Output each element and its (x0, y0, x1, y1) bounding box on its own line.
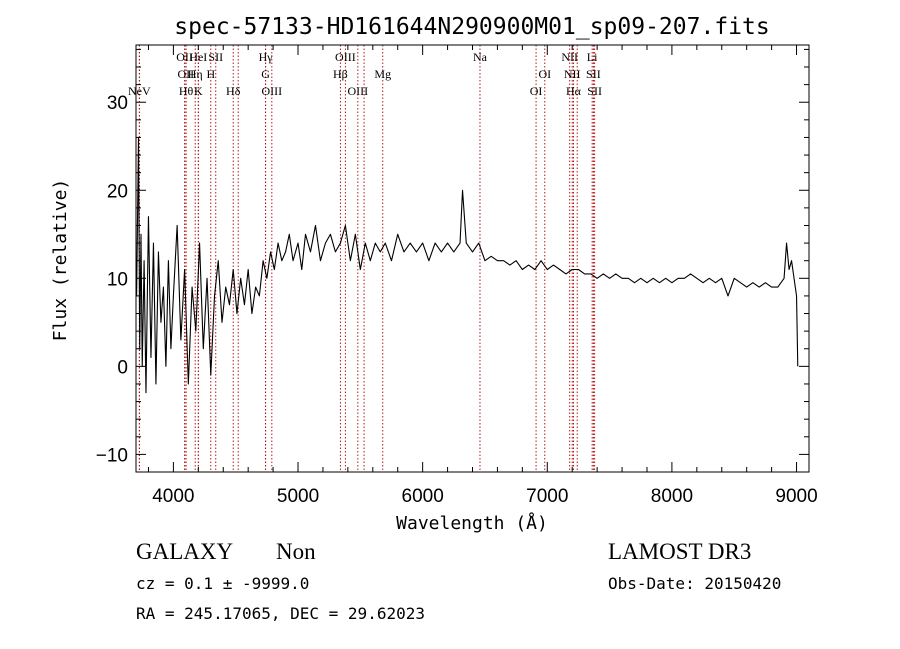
object-class: GALAXY (136, 539, 233, 564)
y-tick-label-1: 0 (117, 357, 128, 378)
redshift-cz: cz = 0.1 ± -9999.0 (136, 574, 309, 593)
line-label-9: SII (208, 50, 223, 64)
x-tick-label-4: 8000 (651, 486, 693, 507)
plot-frame (135, 44, 810, 473)
x-axis-ticks: 4000 5000 6000 7000 8000 9000 (147, 45, 818, 507)
line-label-17: OIII (348, 84, 369, 98)
line-label-12: Hγ (259, 50, 274, 64)
spectral-line-markers (138, 45, 596, 472)
line-label-28: SII (586, 67, 601, 81)
line-label-14: OIII (262, 84, 283, 98)
y-tick-label-2: 10 (107, 269, 128, 290)
spectrum-line-0 (136, 136, 799, 394)
line-label-21: OI (530, 84, 543, 98)
line-label-6: HeI (189, 50, 207, 64)
line-label-22: OI (538, 67, 551, 81)
observation-date: Obs-Date: 20150420 (608, 574, 781, 593)
line-label-3: OII (178, 67, 195, 81)
line-label-27: Li (587, 50, 598, 64)
x-tick-label-1: 5000 (277, 486, 319, 507)
line-label-4: Hθ (179, 84, 194, 98)
y-tick-label-0: −10 (96, 445, 128, 466)
object-subclass: Non (276, 539, 316, 564)
y-tick-label-4: 30 (107, 93, 128, 114)
x-tick-label-2: 6000 (402, 486, 444, 507)
line-label-7: K (194, 84, 203, 98)
line-label-10: Hδ (226, 84, 241, 98)
coordinates: RA = 245.17065, DEC = 29.62023 (136, 604, 425, 623)
line-label-15: Hβ (333, 67, 348, 81)
y-axis-ticks: −10 0 10 20 30 (96, 48, 809, 473)
line-label-29: SII (587, 84, 602, 98)
x-tick-label-5: 9000 (775, 486, 817, 507)
line-label-13: G (261, 67, 270, 81)
chart-title: spec-57133-HD161644N290900M01_sp09-207.f… (174, 14, 769, 40)
line-label-8: H (206, 67, 215, 81)
line-label-24: NII (564, 67, 581, 81)
line-label-19: Mg (374, 67, 391, 81)
x-axis-label: Wavelength (Å) (396, 512, 548, 534)
line-label-16: OIII (335, 50, 356, 64)
y-tick-label-3: 20 (107, 181, 128, 202)
x-tick-label-0: 4000 (152, 486, 194, 507)
line-label-25: Hα (566, 84, 582, 98)
line-label-2: OII (176, 50, 193, 64)
x-tick-label-3: 7000 (526, 486, 568, 507)
line-label-5: Hη (188, 67, 203, 81)
spectral-line-labels: NeVOIIOIIHθHηHeIKHSIIHδHγGOIIIHβOIIIOIII… (128, 50, 602, 98)
y-axis-label: Flux (relative) (50, 179, 71, 342)
survey-name: LAMOST DR3 (608, 539, 751, 564)
spectrum-series (136, 136, 799, 394)
line-label-0: NeV (128, 84, 151, 98)
line-label-20: Na (473, 50, 488, 64)
line-label-23: NII (561, 50, 578, 64)
